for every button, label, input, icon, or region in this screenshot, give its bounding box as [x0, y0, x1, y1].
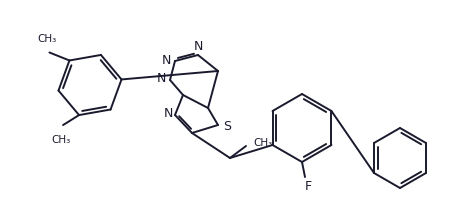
Text: N: N — [163, 107, 172, 120]
Text: CH₃: CH₃ — [38, 35, 57, 44]
Text: N: N — [156, 72, 165, 85]
Text: S: S — [222, 120, 231, 134]
Text: F: F — [304, 180, 311, 192]
Text: CH₃: CH₃ — [51, 135, 71, 145]
Text: N: N — [161, 54, 170, 68]
Text: N: N — [193, 41, 202, 54]
Text: CH₃: CH₃ — [253, 138, 272, 148]
